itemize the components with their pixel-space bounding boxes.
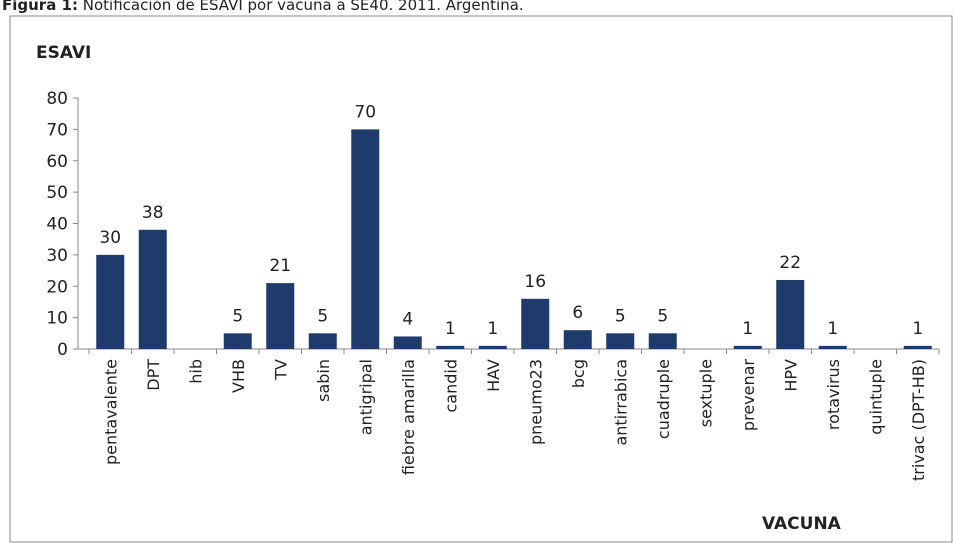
data-label: 6: [572, 303, 583, 323]
data-label: 5: [232, 306, 243, 326]
data-label: 22: [779, 253, 801, 273]
y-tick-label: 20: [46, 277, 68, 297]
x-tick-label: trivac (DPT-HB): [909, 359, 928, 481]
data-label: 5: [615, 306, 626, 326]
x-tick-label: pentavalente: [101, 359, 120, 465]
bar: [96, 254, 125, 349]
y-tick-label: 60: [46, 152, 68, 172]
data-label: 5: [657, 306, 668, 326]
data-label: 38: [142, 203, 164, 223]
data-label: 1: [487, 319, 498, 339]
x-axis-title: VACUNA: [762, 514, 842, 534]
bar: [223, 333, 252, 349]
bar: [478, 345, 507, 349]
bar: [606, 333, 635, 349]
y-tick-label: 30: [46, 246, 68, 266]
x-tick-label: DPT: [144, 359, 163, 391]
y-axis-title: ESAVI: [36, 43, 91, 63]
x-tick-label: pneumo23: [526, 359, 545, 445]
x-tick-label: antigripal: [356, 359, 375, 435]
data-label: 1: [445, 319, 456, 339]
chart-frame: [9, 15, 953, 543]
bar: [351, 129, 380, 349]
y-tick-label: 40: [46, 215, 68, 235]
bar: [308, 333, 337, 349]
caption-text: Notificación de ESAVI por vacuna a SE40.…: [83, 0, 524, 14]
x-tick-label: VHB: [229, 359, 248, 393]
x-tick-label: hib: [186, 359, 205, 384]
data-label: 1: [827, 319, 838, 339]
data-label: 70: [354, 102, 376, 122]
bar: [776, 279, 805, 349]
x-tick-label: rotavirus: [824, 359, 843, 430]
bar: [138, 229, 167, 349]
x-tick-label: HPV: [781, 359, 800, 392]
x-tick-label: HAV: [484, 359, 503, 392]
y-tick-label: 50: [46, 183, 68, 203]
data-label: 21: [269, 256, 291, 276]
bar: [648, 333, 677, 349]
x-tick-label: TV: [271, 359, 290, 381]
data-label: 16: [524, 272, 546, 292]
x-tick-label: fiebre amarilla: [399, 359, 418, 475]
x-tick-label: sabin: [314, 359, 333, 402]
bar: [903, 345, 932, 349]
bar: [266, 283, 295, 349]
bar: [393, 336, 422, 349]
bar: [521, 298, 550, 349]
bar: [436, 345, 465, 349]
x-tick-label: bcg: [569, 359, 588, 388]
y-tick-label: 10: [46, 309, 68, 329]
bar: [818, 345, 847, 349]
data-label: 30: [99, 228, 121, 248]
x-tick-label: antirrabica: [611, 359, 630, 446]
x-tick-label: sextuple: [696, 359, 715, 427]
y-tick-label: 70: [46, 120, 68, 140]
y-tick-label: 80: [46, 89, 68, 109]
x-tick-label: cuadruple: [654, 359, 673, 439]
x-tick-label: candid: [441, 359, 460, 413]
x-tick-label: quintuple: [866, 359, 885, 435]
data-label: 5: [317, 306, 328, 326]
data-label: 1: [912, 319, 923, 339]
data-label: 1: [742, 319, 753, 339]
bar: [733, 345, 762, 349]
bar: [563, 330, 592, 349]
chart-caption: Figura 1: Notificación de ESAVI por vacu…: [2, 0, 524, 14]
data-label: 4: [402, 309, 413, 329]
x-tick-label: prevenar: [739, 359, 758, 431]
y-tick-label: 0: [57, 340, 68, 360]
caption-label: Figura 1:: [2, 0, 78, 14]
